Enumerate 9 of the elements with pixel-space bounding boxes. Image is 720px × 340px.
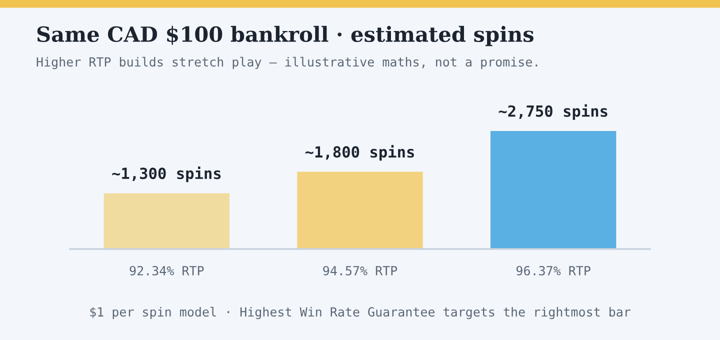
text: $1 per spin model · Highest Win Rate Guarantee targets the rightmost bar <box>90 306 630 320</box>
data-label: ~1,800 spins <box>305 145 414 161</box>
data-label: ~1,300 spins <box>112 166 221 182</box>
chart-title: Same CAD $100 bankroll · estimated spins <box>37 26 534 46</box>
x-tick-label: 94.57% RTP <box>323 266 398 276</box>
data-label: ~2,750 spins <box>498 104 608 120</box>
x-tick-label: 92.34% RTP <box>130 266 204 276</box>
x-tick-label: 96.37% RTP <box>516 266 590 276</box>
chart-subtitle: Higher RTP builds stretch play — illustrative maths, not a promise. <box>36 56 538 70</box>
